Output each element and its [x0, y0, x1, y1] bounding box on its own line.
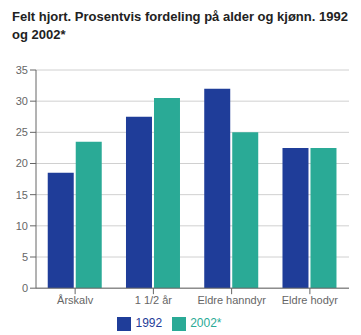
svg-text:Årskalv: Årskalv [57, 294, 94, 306]
html-text:2002*: 2002* [190, 316, 222, 331]
svg-text:Eldre hodyr: Eldre hodyr [282, 294, 339, 306]
svg-text:0: 0 [22, 282, 28, 294]
svg-text:5: 5 [22, 251, 28, 263]
svg-text:35: 35 [16, 64, 28, 76]
html-text:1992: 1992 [135, 316, 163, 331]
svg-text:20: 20 [16, 157, 28, 169]
svg-text:Eldre hanndyr: Eldre hanndyr [197, 294, 266, 306]
svg-text:30: 30 [16, 95, 28, 107]
svg-text:1 1/2 år: 1 1/2 år [135, 294, 173, 306]
html-text:Felt hjort. Prosentvis fordeli: Felt hjort. Prosentvis fordeling på alde… [12, 9, 348, 42]
svg-text:15: 15 [16, 189, 28, 201]
svg-text:25: 25 [16, 126, 28, 138]
svg-text:10: 10 [16, 220, 28, 232]
